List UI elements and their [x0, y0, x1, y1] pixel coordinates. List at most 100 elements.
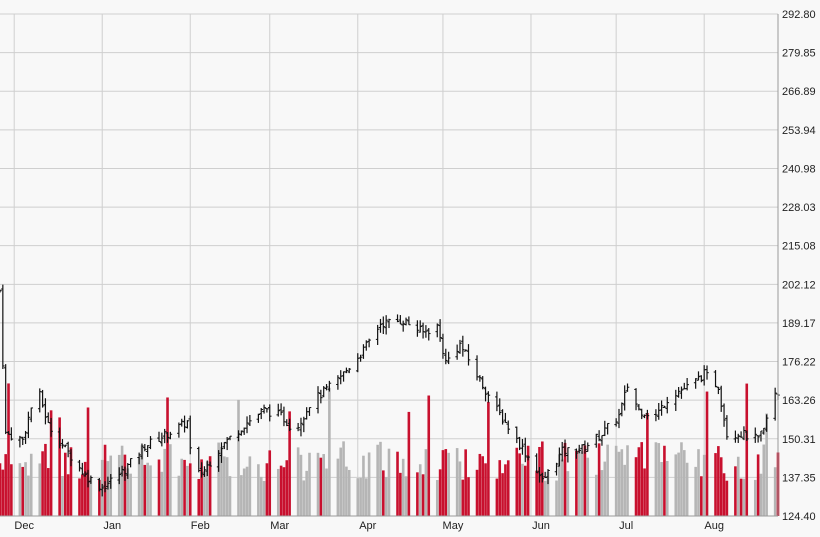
y-tick-label: 215.08	[782, 241, 816, 253]
volume-bar	[736, 456, 740, 516]
volume-bar	[38, 463, 42, 516]
volume-bar	[126, 468, 130, 516]
volume-bar	[137, 457, 141, 516]
volume-bar	[223, 456, 226, 516]
volume-bar	[416, 472, 419, 516]
volume-bar	[103, 444, 107, 516]
volume-bar	[506, 460, 510, 516]
volume-bar	[407, 411, 411, 516]
y-tick-label: 266.89	[782, 86, 816, 98]
y-tick-label: 202.12	[782, 279, 816, 291]
volume-bar	[495, 478, 499, 516]
volume-bar	[634, 457, 638, 516]
volume-bar	[759, 473, 763, 516]
volume-bar	[356, 478, 360, 516]
volume-bar	[0, 463, 2, 516]
volume-bar	[487, 401, 490, 516]
volume-bar	[654, 442, 658, 516]
volume-bar	[461, 479, 465, 516]
volume-bar	[319, 457, 323, 516]
volume-bar	[180, 458, 184, 516]
x-tick-label: Jun	[532, 520, 550, 532]
volume-bar	[697, 449, 700, 516]
volume-bar	[617, 451, 621, 516]
volume-bar	[640, 442, 644, 516]
volume-bar	[376, 444, 379, 516]
volume-bar	[288, 411, 291, 516]
volume-bar	[308, 452, 311, 516]
volume-bar	[160, 471, 164, 516]
volume-bar	[455, 448, 459, 516]
volume-bar	[10, 464, 13, 516]
volume-bar	[205, 461, 209, 516]
volume-bar	[577, 448, 581, 516]
volume-bar	[24, 462, 27, 516]
volume-bar	[674, 454, 678, 516]
volume-bar	[203, 471, 206, 516]
volume-bar	[41, 451, 44, 516]
y-tick-label: 124.40	[782, 511, 816, 523]
x-tick-label: Aug	[704, 520, 724, 532]
volume-bar	[342, 441, 345, 516]
volume-bar	[339, 447, 343, 516]
volume-bar	[382, 470, 385, 516]
y-tick-label: 240.98	[782, 163, 816, 175]
volume-bar	[558, 454, 561, 516]
volume-bar	[257, 464, 260, 516]
volume-bar	[279, 465, 283, 516]
volume-bar	[526, 445, 530, 516]
volume-bar	[742, 478, 746, 516]
volume-bar	[259, 476, 263, 516]
x-axis-tick-labels: Dec Jan Feb Mar Apr May Jun Jul Aug	[14, 520, 724, 532]
volume-bar	[69, 447, 73, 516]
volume-bar	[523, 465, 527, 516]
volume-bar	[120, 445, 124, 516]
volume-bar	[521, 463, 524, 516]
volume-bar	[21, 466, 25, 516]
volume-bar	[245, 466, 249, 516]
volume-bar	[734, 466, 737, 516]
volume-bar	[61, 475, 64, 516]
volume-bar	[421, 474, 425, 516]
volume-bar	[268, 450, 272, 516]
volume-bar	[89, 477, 93, 516]
volume-bar	[498, 460, 502, 516]
volume-bar	[458, 461, 462, 516]
volume-bar	[594, 474, 598, 516]
volume-bar	[600, 470, 604, 516]
volume-bar	[756, 454, 760, 516]
volume-bar	[240, 475, 243, 516]
volume-bar	[123, 454, 127, 516]
volume-bar	[447, 452, 450, 516]
y-tick-label: 163.26	[782, 395, 816, 407]
volume-bar	[166, 397, 169, 516]
volume-bar	[441, 450, 445, 516]
volume-bar	[481, 456, 485, 516]
volume-bar	[169, 444, 172, 516]
volume-bar	[18, 463, 22, 516]
volume-bar	[555, 480, 558, 516]
volume-bar	[316, 452, 320, 516]
volume-bar	[739, 478, 743, 516]
volume-bar	[643, 468, 646, 516]
x-tick-label: Dec	[14, 520, 34, 532]
volume-bar	[149, 465, 152, 516]
volume-bar	[200, 459, 203, 516]
volume-bar	[265, 463, 269, 516]
volume-bar	[722, 473, 726, 516]
volume-bar	[237, 399, 240, 516]
volume-bar	[560, 459, 564, 516]
volume-bar	[78, 478, 81, 516]
volume-bar	[418, 464, 422, 516]
volume-bar	[762, 444, 766, 516]
volume-bar	[143, 464, 147, 516]
volume-bar	[646, 412, 649, 516]
volume-bar	[566, 471, 570, 516]
volume-bar	[435, 480, 439, 516]
volume-bar	[188, 463, 192, 516]
volume-bar	[183, 459, 186, 516]
volume-bar	[387, 448, 391, 516]
volume-bar	[64, 452, 67, 516]
y-tick-label: 228.03	[782, 202, 816, 214]
